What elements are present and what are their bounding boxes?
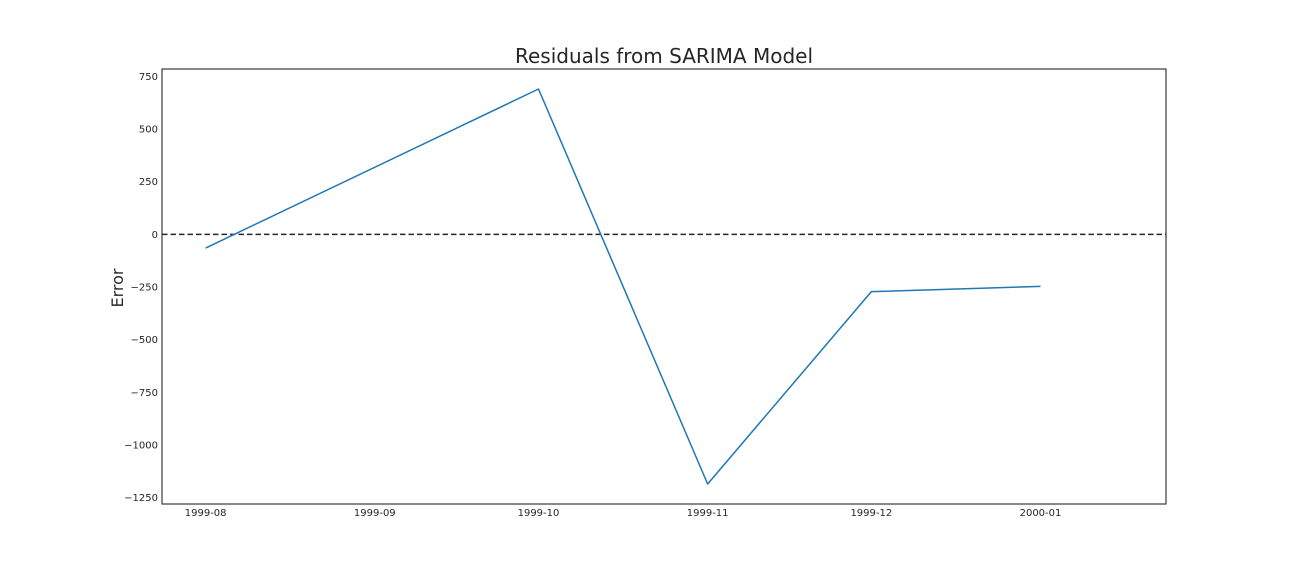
plot-area [161,68,1167,505]
y-tick-label: 500 [139,125,158,136]
plot-frame [161,68,1167,505]
y-tick-label: −750 [131,388,158,399]
residual-series-line [205,88,1041,485]
y-axis-ticks: 750 500 250 0 −250 −500 −750 −1000 −1250 [124,72,158,504]
x-axis-ticks: 1999-08 1999-09 1999-10 1999-11 1999-12 2000-… [185,508,1062,519]
x-tick-label: 1999-08 [185,508,227,519]
y-tick-label: 0 [152,230,158,241]
y-tick-label: 250 [139,177,158,188]
chart-title: Residuals from SARIMA Model [515,44,813,68]
x-tick-label: 1999-10 [518,508,560,519]
y-tick-label: −250 [131,283,158,294]
x-tick-label: 1999-09 [354,508,396,519]
y-tick-label: −500 [131,335,158,346]
x-tick-label: 1999-12 [850,508,892,519]
x-tick-label: 1999-11 [687,508,729,519]
y-tick-label: −1000 [124,441,158,452]
y-axis-label: Error [108,268,127,307]
y-tick-label: −1250 [124,493,158,504]
y-tick-label: 750 [139,72,158,83]
x-tick-label: 2000-01 [1020,508,1062,519]
